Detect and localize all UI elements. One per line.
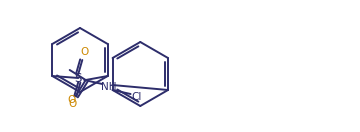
Text: O: O — [68, 99, 76, 109]
Text: NH: NH — [100, 82, 116, 92]
Text: Cl: Cl — [131, 92, 142, 102]
Text: O: O — [68, 95, 76, 105]
Text: O: O — [80, 47, 89, 57]
Text: S: S — [75, 72, 82, 84]
